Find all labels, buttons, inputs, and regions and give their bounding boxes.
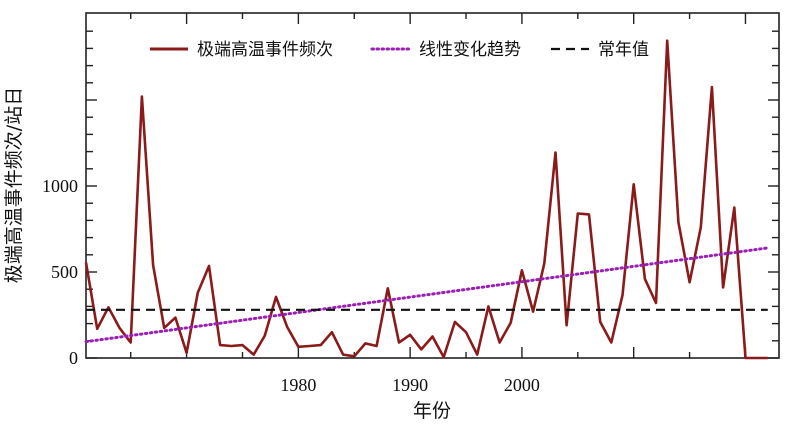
x-tick-label: 2000 — [504, 375, 540, 395]
y-axis-label: 极端高温事件频次/站日 — [3, 87, 25, 283]
x-tick-label: 1990 — [392, 375, 428, 395]
y-tick-label: 500 — [51, 262, 78, 282]
y-axis-ticks: 0 500 1000 — [42, 30, 779, 368]
legend: 极端高温事件频次 线性变化趋势 常年值 — [150, 40, 649, 60]
x-axis-ticks: 1980 1990 2000 — [130, 13, 747, 395]
y-tick-label: 0 — [69, 348, 78, 368]
legend-label-series-1: 线性变化趋势 — [419, 40, 521, 60]
legend-label-series-2: 常年值 — [598, 40, 649, 60]
series-line-0 — [84, 39, 768, 360]
series-layer — [84, 39, 770, 360]
series-line-1 — [84, 246, 770, 344]
legend-label-series-0: 极端高温事件频次 — [197, 40, 333, 60]
x-axis-label: 年份 — [413, 400, 451, 422]
y-tick-label: 1000 — [42, 176, 78, 196]
x-tick-label: 1980 — [280, 375, 316, 395]
